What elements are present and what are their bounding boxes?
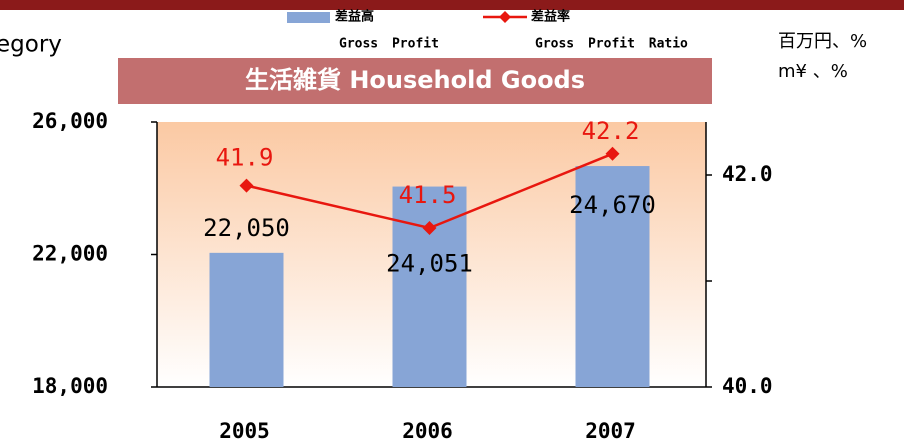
units: m¥ 、% (778, 61, 848, 82)
bar (392, 186, 467, 387)
legend-swatch (287, 12, 330, 23)
top-band (0, 0, 904, 10)
line-marker (239, 178, 254, 193)
x-tick-label: 2006 (402, 419, 453, 443)
legend-label: Gross Profit (339, 37, 439, 52)
line-value-label: 42.2 (582, 117, 640, 145)
x-tick-label: 2007 (585, 419, 636, 443)
legend-swatch (499, 11, 511, 23)
bar (209, 252, 284, 387)
bar-value-label: 22,050 (203, 214, 290, 242)
units: 百万円、% (778, 31, 867, 52)
title-banner (118, 58, 712, 104)
line-value-label: 41.9 (216, 144, 274, 172)
y-tick-label: 22,000 (32, 242, 108, 266)
y-tick-label: 26,000 (32, 109, 108, 133)
chart-title: 生活雑貨 Household Goods (245, 66, 585, 94)
legend-label: 差益高 (335, 9, 374, 25)
y2-tick-label: 42.0 (722, 162, 773, 186)
cut-text: egory (0, 32, 62, 58)
bar-value-label: 24,051 (386, 250, 473, 278)
bar (575, 166, 650, 387)
line-marker (605, 146, 620, 161)
x-tick-label: 2005 (219, 419, 270, 443)
line-value-label: 41.5 (399, 181, 457, 209)
legend-label: 差益率 (531, 9, 570, 25)
line-marker (422, 221, 437, 235)
y-tick-label: 18,000 (32, 374, 108, 398)
bar-value-label: 24,670 (569, 191, 656, 219)
legend-label: Gross Profit Ratio (535, 37, 688, 52)
y2-tick-label: 40.0 (722, 374, 773, 398)
